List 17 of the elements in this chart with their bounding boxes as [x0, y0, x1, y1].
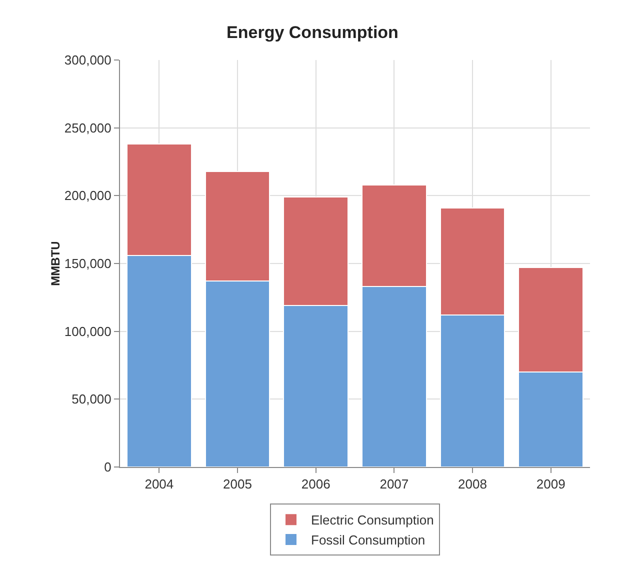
x-tick-label: 2004	[144, 476, 174, 492]
x-tick-label: 2009	[536, 476, 566, 492]
x-tick-label: 2007	[380, 476, 409, 492]
x-tick-label: 2005	[223, 476, 252, 492]
y-tick-label: 100,000	[64, 324, 112, 339]
legend-label: Electric Consumption	[311, 512, 434, 528]
legend-label: Fossil Consumption	[311, 532, 426, 548]
y-tick-label: 0	[104, 460, 112, 475]
y-axis-title: MMBTU	[48, 241, 62, 286]
y-tick-label: 150,000	[64, 256, 112, 272]
chart-title: Energy Consumption	[226, 22, 398, 42]
y-tick-label: 300,000	[64, 52, 112, 68]
y-tick-label: 200,000	[64, 188, 112, 204]
y-tick-label: 50,000	[72, 392, 112, 407]
y-tick-label: 250,000	[64, 120, 112, 136]
x-tick-label: 2008	[458, 476, 487, 492]
x-tick-label: 2006	[301, 476, 330, 492]
